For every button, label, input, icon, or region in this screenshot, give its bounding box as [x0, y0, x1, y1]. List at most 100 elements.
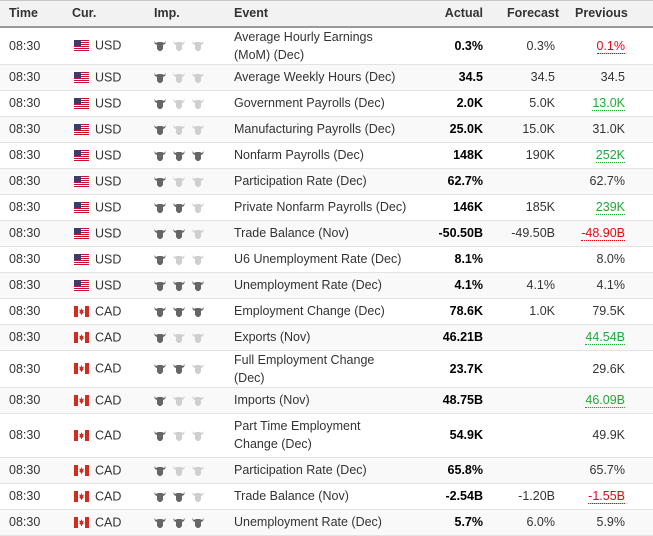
table-row[interactable]: 08:30 CAD Participation Rate (Dec) 65.8% 65.… — [0, 457, 653, 483]
table-row[interactable]: 08:30 USD Average Hourly Earnings (MoM) (D… — [0, 26, 653, 64]
ca-flag-icon — [74, 305, 89, 317]
event-name[interactable]: Exports (Nov) — [234, 330, 311, 344]
bull-icon — [192, 364, 204, 375]
event-name[interactable]: Nonfarm Payrolls (Dec) — [234, 148, 364, 162]
table-row[interactable]: 08:30 CAD Imports (Nov) 48.75B 46.09B — [0, 387, 653, 413]
forecast-value — [497, 350, 569, 387]
importance-rating — [132, 272, 218, 298]
actual-value: 54.9K — [449, 428, 483, 442]
currency-code: USD — [95, 70, 122, 85]
event-time: 08:30 — [9, 361, 41, 376]
forecast-value — [497, 324, 569, 350]
event-name[interactable]: Private Nonfarm Payrolls (Dec) — [234, 200, 407, 214]
table-row[interactable]: 08:30 USD Manufacturing Payrolls (Dec) 25.0… — [0, 116, 653, 142]
table-row[interactable]: 08:30 USD Nonfarm Payrolls (Dec) 148K 190K 25… — [0, 142, 653, 168]
bull-icon — [173, 254, 185, 265]
event-name[interactable]: Part Time Employment Change (Dec) — [234, 419, 361, 451]
us-flag-icon — [74, 97, 89, 109]
event-name[interactable]: Average Hourly Earnings (MoM) (Dec) — [234, 29, 373, 62]
currency-cell: USD — [66, 90, 132, 116]
table-row[interactable]: 08:30 USD Unemployment Rate (Dec) 4.1% 4.1% 4… — [0, 272, 653, 298]
actual-value: 34.5 — [458, 70, 483, 84]
header-importance[interactable]: Imp. — [154, 6, 180, 21]
previous-cell: 34.5 — [569, 64, 653, 90]
previous-value: 79.5K — [592, 304, 625, 318]
currency-cell: CAD — [66, 324, 132, 350]
table-row[interactable]: 08:30 CAD Exports (Nov) 46.21B 44.54B — [0, 324, 653, 350]
table-row[interactable]: 08:30 CAD Unemployment Rate (Dec) 5.7% 6.0% 5… — [0, 509, 653, 535]
importance-rating — [132, 64, 218, 90]
event-name[interactable]: Participation Rate (Dec) — [234, 174, 367, 188]
header-forecast[interactable]: Forecast — [506, 6, 560, 21]
bull-icon — [154, 41, 166, 52]
us-flag-icon — [74, 40, 89, 52]
previous-cell: 13.0K — [569, 90, 653, 116]
previous-value: 31.0K — [592, 122, 625, 136]
currency-code: USD — [95, 96, 122, 111]
header-actual[interactable]: Actual — [444, 6, 483, 21]
forecast-value: 5.0K — [529, 96, 555, 110]
event-name[interactable]: Full Employment Change (Dec) — [234, 352, 375, 385]
event-name[interactable]: Manufacturing Payrolls (Dec) — [234, 122, 396, 136]
event-time: 08:30 — [9, 330, 41, 344]
bull-icon — [192, 395, 204, 406]
bull-icon — [173, 332, 185, 343]
header-previous[interactable]: Previous — [575, 6, 628, 21]
currency-cell: CAD — [66, 509, 132, 535]
actual-value: 2.0K — [456, 96, 483, 110]
currency-cell: USD — [66, 246, 132, 272]
table-row[interactable]: 08:30 USD Private Nonfarm Payrolls (Dec) 14… — [0, 194, 653, 220]
event-name[interactable]: Government Payrolls (Dec) — [234, 96, 385, 110]
previous-value: 252K — [595, 148, 625, 163]
table-row[interactable]: 08:30 USD Average Weekly Hours (Dec) 34.5 34… — [0, 64, 653, 90]
table-row[interactable]: 08:30 USD U6 Unemployment Rate (Dec) 8.1% 8.… — [0, 246, 653, 272]
actual-value: 25.0K — [449, 122, 483, 136]
event-name[interactable]: Participation Rate (Dec) — [234, 463, 367, 477]
event-name[interactable]: Trade Balance (Nov) — [234, 489, 349, 503]
event-name[interactable]: Employment Change (Dec) — [234, 304, 385, 318]
table-row[interactable]: 08:30 CAD Part Time Employment Change (Dec… — [0, 413, 653, 457]
table-header-row: Time Cur. Imp. Event Actual Forecast Pre… — [0, 0, 653, 27]
event-time: 08:30 — [9, 38, 41, 53]
event-name[interactable]: U6 Unemployment Rate (Dec) — [234, 252, 402, 266]
forecast-value — [497, 413, 569, 457]
event-name[interactable]: Unemployment Rate (Dec) — [234, 278, 382, 292]
table-row[interactable]: 08:30 USD Participation Rate (Dec) 62.7% 62.… — [0, 168, 653, 194]
bull-icon — [173, 228, 185, 239]
bull-icon — [192, 491, 204, 502]
currency-cell: USD — [66, 116, 132, 142]
forecast-value: 6.0% — [526, 515, 556, 529]
importance-rating — [132, 194, 218, 220]
bull-icon — [154, 202, 166, 213]
event-name[interactable]: Average Weekly Hours (Dec) — [234, 70, 396, 84]
event-name[interactable]: Imports (Nov) — [234, 393, 310, 407]
currency-code: USD — [95, 278, 122, 293]
header-currency[interactable]: Cur. — [72, 6, 97, 21]
previous-value: 5.9% — [596, 515, 626, 529]
currency-code: USD — [95, 174, 122, 189]
bull-icon — [173, 517, 185, 528]
table-row[interactable]: 08:30 USD Trade Balance (Nov) -50.50B -49.50… — [0, 220, 653, 246]
actual-value: 0.3% — [454, 38, 484, 53]
bull-icon — [173, 430, 185, 441]
importance-rating — [132, 298, 218, 324]
event-time: 08:30 — [9, 252, 41, 266]
bull-icon — [192, 306, 204, 317]
table-row[interactable]: 08:30 CAD Trade Balance (Nov) -2.54B -1.20B -… — [0, 483, 653, 509]
table-row[interactable]: 08:30 CAD Employment Change (Dec) 78.6K 1.0K… — [0, 298, 653, 324]
currency-cell: CAD — [66, 298, 132, 324]
table-row[interactable]: 08:30 USD Government Payrolls (Dec) 2.0K 5.0… — [0, 90, 653, 116]
previous-cell: 44.54B — [569, 324, 653, 350]
table-row[interactable]: 08:30 CAD Full Employment Change (Dec) 23.7… — [0, 350, 653, 387]
event-name[interactable]: Unemployment Rate (Dec) — [234, 515, 382, 529]
importance-rating — [132, 483, 218, 509]
currency-cell: USD — [66, 64, 132, 90]
event-name[interactable]: Trade Balance (Nov) — [234, 226, 349, 240]
bull-icon — [192, 280, 204, 291]
header-event[interactable]: Event — [234, 6, 269, 21]
ca-flag-icon — [74, 516, 89, 528]
header-time[interactable]: Time — [9, 6, 38, 21]
previous-cell: -1.55B — [569, 483, 653, 509]
bull-icon — [173, 280, 185, 291]
previous-value: 65.7% — [589, 463, 625, 477]
